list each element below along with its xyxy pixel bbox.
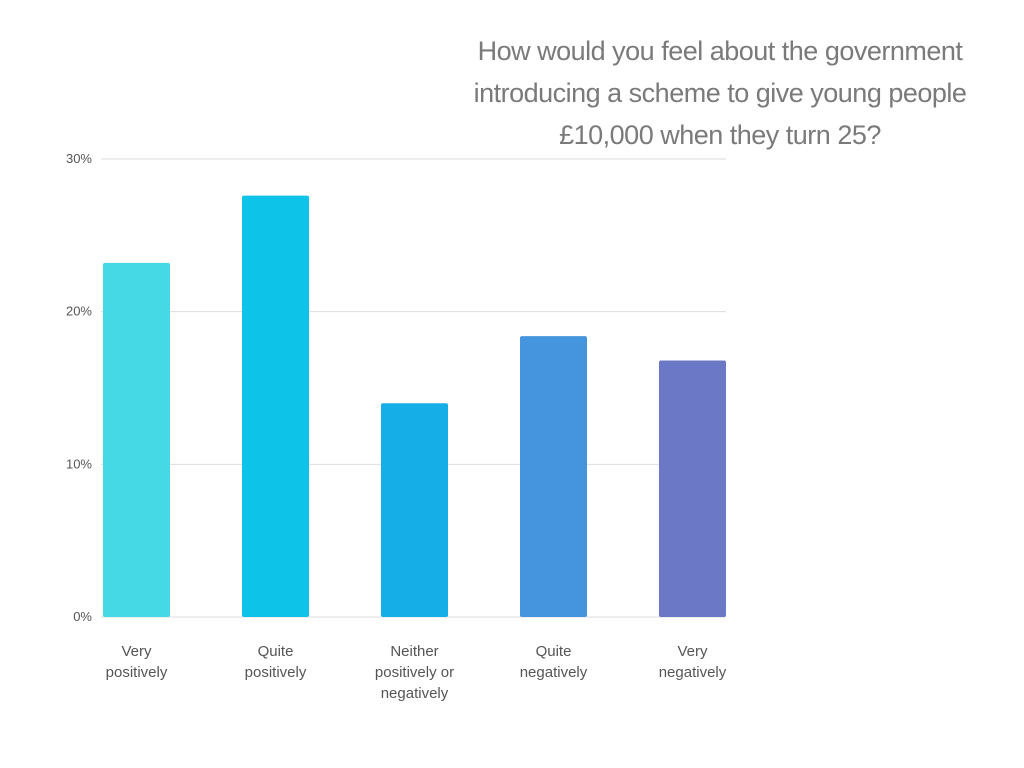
chart-title-line: introducing a scheme to give young peopl…: [473, 78, 967, 108]
y-axis-ticks: 0% 10% 20% 30%: [66, 151, 92, 624]
chart-title: How would you feel about the government …: [430, 30, 1010, 156]
x-category-label: negatively: [381, 685, 449, 702]
y-tick-label: 0%: [73, 609, 92, 624]
x-category-label: Very: [677, 643, 708, 660]
x-category-label: Very: [121, 643, 152, 660]
x-category-label: positively: [245, 664, 307, 681]
x-category-label: positively: [106, 664, 168, 681]
x-category-label: Neither: [390, 643, 438, 660]
gridlines: [101, 158, 726, 618]
bar: [381, 403, 448, 617]
x-category-label: Quite: [258, 643, 294, 660]
y-tick-label: 30%: [66, 151, 92, 166]
x-category-label: positively or: [375, 664, 454, 681]
x-category-label: negatively: [520, 664, 588, 681]
chart-title-line: How would you feel about the government: [477, 36, 963, 66]
x-category-label: Quite: [536, 643, 572, 660]
bar: [659, 360, 726, 617]
y-tick-label: 20%: [66, 304, 92, 319]
chart-title-line: £10,000 when they turn 25?: [559, 120, 881, 150]
bar: [520, 336, 587, 617]
x-axis-labels: Very positively Quite positively Neither posi…: [106, 643, 727, 702]
bars: [103, 195, 726, 617]
y-tick-label: 10%: [66, 456, 92, 471]
bar: [242, 195, 309, 617]
bar: [103, 262, 170, 617]
x-category-label: negatively: [659, 664, 727, 681]
